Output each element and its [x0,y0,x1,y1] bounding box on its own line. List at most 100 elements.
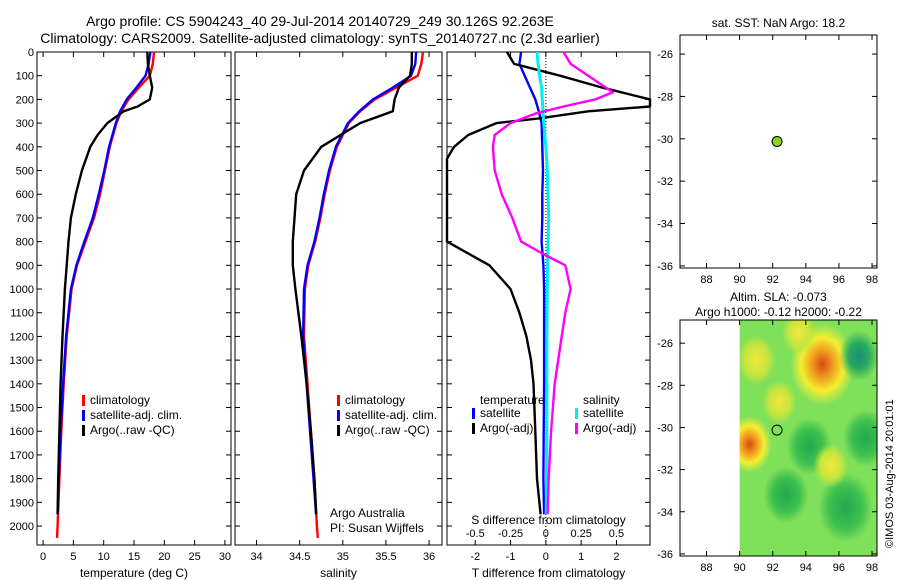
xtick-label: 25 [189,551,201,563]
ytick-label: 2000 [10,521,34,533]
figure-title-line1: Argo profile: CS 5904243_40 29-Jul-2014 … [86,13,554,29]
xtick-label: -2 [470,551,480,563]
ytick-label: 1100 [10,308,34,320]
temp-legend-label-1: satellite-adj. clim. [90,408,182,422]
sla-blob-10 [813,443,849,488]
xtick2-label: -0.25 [498,528,523,540]
sla-blob-2 [739,415,772,473]
argo-position-marker [771,424,783,436]
xtick2-label: 0.5 [609,528,624,540]
xtick-label: 2 [613,551,619,563]
map-xtick-label: 92 [767,274,779,286]
sal-legend-label-1: satellite-adj. clim. [345,408,437,422]
ytick-label: 300 [16,118,34,130]
map-ytick-label: -26 [657,49,673,61]
xlabel2: S difference from climatology [471,513,626,527]
ytick-label: 700 [16,213,34,225]
xtick-label: 15 [128,551,140,563]
diffS-legend-swatch-0 [575,408,578,419]
panel-temperature: 0100200300400500600700800900100011001200… [10,47,232,580]
ytick-label: 1000 [10,284,34,296]
xtick2-label: 0 [543,528,549,540]
panel-salinity: 34 34.5 35 35.5 36 salinity climatologysatelli… [234,51,443,580]
ytick-label: 1900 [10,497,34,509]
xtick-label: 34 [250,551,262,563]
panel-sla_map: -26 -28 -30 -32 -34 -36 88 90 92 94 96 98 Altim. SLA… [657,290,878,574]
xlabel-temperature: temperature (deg C) [80,566,188,580]
map-ytick-label: -36 [657,549,673,561]
sla-blob-1 [781,320,817,355]
xtick-label: 35.5 [375,551,396,563]
map-ytick-label: -32 [657,465,673,477]
ytick-label: 1600 [10,426,34,438]
xtick-label: 34.5 [289,551,310,563]
sla-blob-6 [739,334,777,386]
ytick-label: 500 [16,166,34,178]
ytick-label: 1300 [10,355,34,367]
xtick-label: 0 [543,551,549,563]
diffS-legend-label-0: satellite [583,406,624,420]
sla-title-line2: Argo h1000: -0.12 h2000: -0.22 [695,305,862,319]
xtick-label: 20 [158,551,170,563]
ytick-label: 1500 [10,403,34,415]
annotation-line2: PI: Susan Wijffels [330,521,424,535]
xtick-label: 0 [40,551,46,563]
annotation-line1: Argo Australia [330,506,405,520]
temp-legend-swatch-0 [82,395,85,406]
map-ytick-label: -28 [657,380,673,392]
diff-series-2 [535,51,551,515]
ytick-label: 900 [16,260,34,272]
ytick-label: 1200 [10,331,34,343]
xtick-label: 36 [423,551,435,563]
map-xtick-label: 90 [733,562,745,574]
map-ytick-label: -36 [657,261,673,273]
map-ytick-label: -28 [657,91,673,103]
map-ytick-label: -30 [657,134,673,146]
map-xtick-label: 90 [733,274,745,286]
panel-frame-salinity [234,51,443,546]
sst-map-title: sat. SST: NaN Argo: 18.2 [712,16,846,30]
xtick-label: 1 [578,551,584,563]
diffS-legend-swatch-1 [575,423,578,434]
map-ytick-label: -34 [657,507,673,519]
map-xtick-label: 88 [700,274,712,286]
diffT-legend-swatch-0 [472,408,475,419]
map-xtick-label: 96 [833,562,845,574]
map-xtick-label: 98 [866,562,878,574]
diffS-legend-label-1: Argo(-adj) [583,421,636,435]
map-ytick-label: -26 [657,338,673,350]
imos-side-label: ©IMOS 03-Aug-2014 20:01:01 [884,399,896,548]
diff-series-1 [445,51,652,515]
sla-blob-4 [818,472,873,543]
map-frame-0 [679,34,878,269]
map-ytick-label: -32 [657,176,673,188]
map-xtick-label: 94 [800,274,812,286]
sla-blob-5 [763,466,809,524]
temp-series-2 [56,51,154,515]
sal-series-2 [291,52,413,515]
ytick-label: 200 [16,94,34,106]
ytick-label: 400 [16,142,34,154]
temp-legend-swatch-1 [82,410,85,421]
map-ytick-label: -30 [657,422,673,434]
sla-blob-9 [843,409,877,467]
panel-frame-temperature [36,51,232,546]
sal-legend-label-0: climatology [345,393,405,407]
sal-legend-swatch-2 [337,425,340,436]
ytick-label: 600 [16,189,34,201]
xlabel-salinity: salinity [320,566,357,580]
panel-frame-difference [446,51,651,546]
ytick-label: 800 [16,237,34,249]
sal-legend-swatch-0 [337,395,340,406]
diff-series-3 [491,51,615,515]
sla-blob-8 [761,380,797,425]
xtick-label: 5 [70,551,76,563]
figure-title-line2: Climatology: CARS2009. Satellite-adjuste… [40,30,600,46]
map-xtick-label: 96 [833,274,845,286]
sla-blob-3 [838,330,877,382]
ytick-label: 1800 [10,474,34,486]
sal-legend-swatch-1 [337,410,340,421]
xtick-label: -1 [506,551,516,563]
legend-title-temperature: temperature [480,393,545,407]
